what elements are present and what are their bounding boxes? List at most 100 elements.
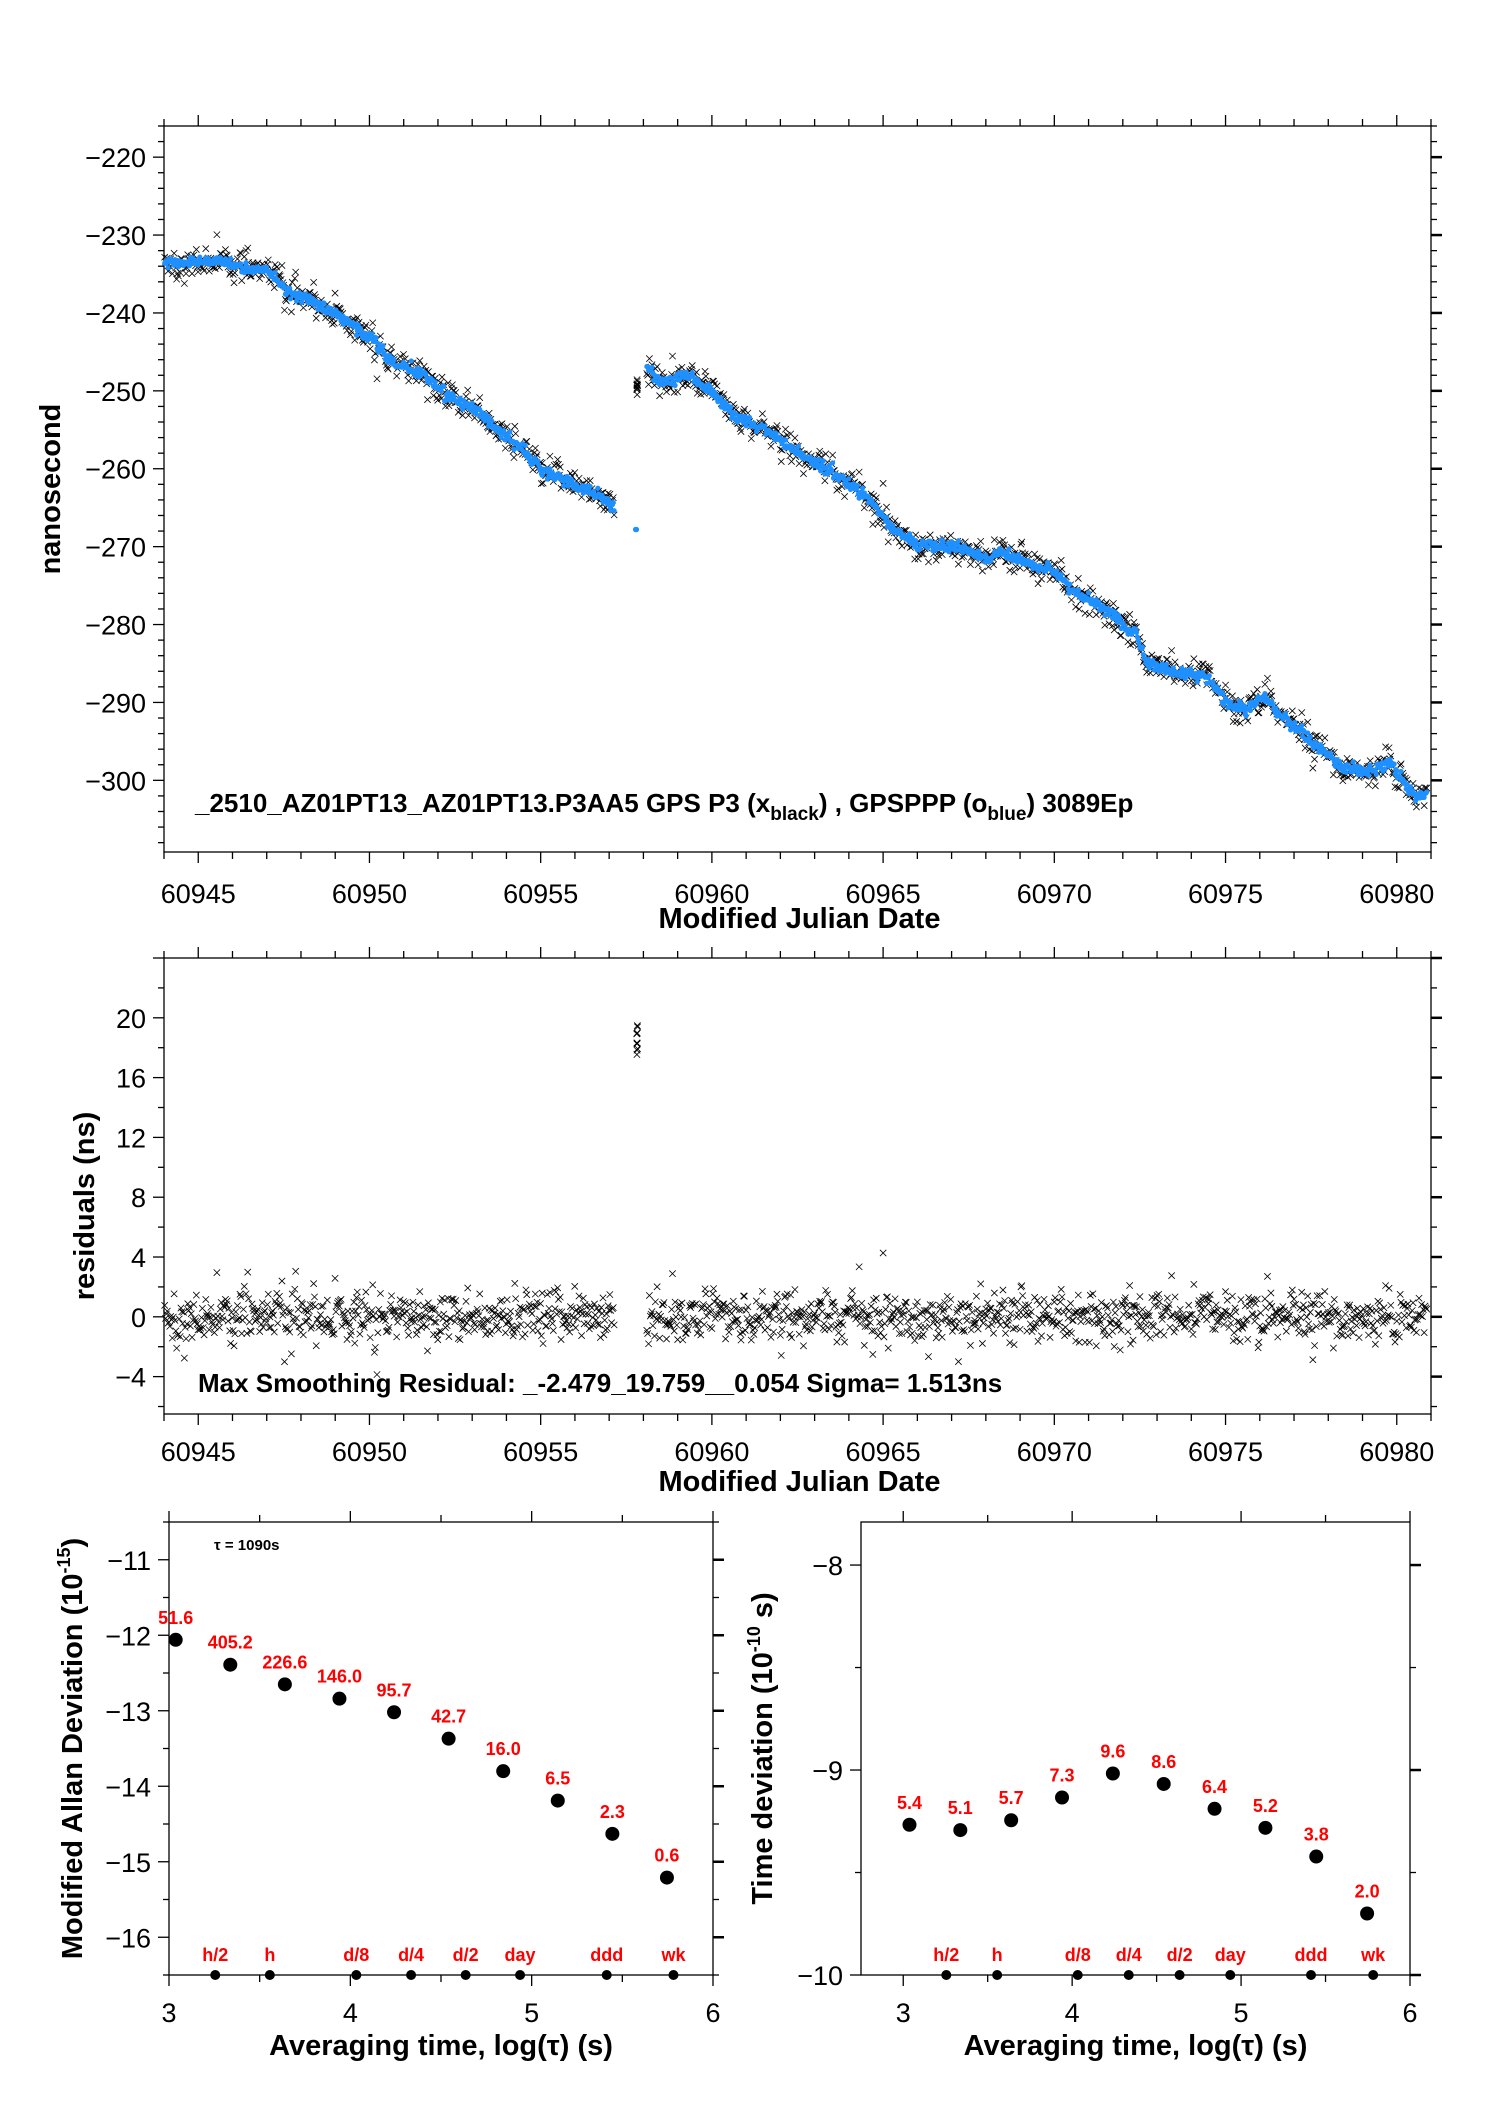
residual-point: [503, 1296, 511, 1304]
residual-point: [432, 1318, 440, 1326]
residual-point: [366, 1334, 374, 1342]
time-deviation-point-label: 5.4: [897, 1793, 922, 1813]
x-tick-label: 3: [161, 1998, 176, 2028]
black-x-point: [926, 531, 934, 539]
residual-point: [331, 1274, 339, 1282]
residual-point: [839, 1321, 847, 1329]
residual-point: [410, 1307, 418, 1315]
black-x-point: [1109, 599, 1117, 607]
black-x-point: [1420, 802, 1428, 810]
residual-point: [274, 1319, 282, 1327]
residual-point: [916, 1309, 924, 1317]
black-x-point: [353, 314, 361, 322]
black-x-point: [1170, 678, 1178, 686]
black-x-point: [1298, 709, 1306, 717]
residual-point: [351, 1339, 359, 1347]
residual-point: [693, 1329, 701, 1337]
residual-point: [1361, 1322, 1369, 1330]
residual-point: [346, 1322, 354, 1330]
residual-point: [1031, 1293, 1039, 1301]
residual-point: [1068, 1316, 1076, 1324]
residual-point: [587, 1322, 595, 1330]
residual-point: [860, 1341, 868, 1349]
allan-deviation-interval-markers: h/2 h d/8 d/4 d/2 day ddd wk: [202, 1945, 686, 1980]
blue-point: [782, 437, 789, 443]
blue-point: [1270, 701, 1276, 707]
blue-point: [1398, 768, 1404, 775]
time-deviation-x-axis-title: Averaging time, log(τ) (s): [964, 2030, 1308, 2062]
time-deviation-point-label: 5.1: [948, 1798, 973, 1818]
residual-point: [1290, 1295, 1298, 1303]
residual-point: [517, 1321, 525, 1329]
black-x-point: [585, 495, 593, 503]
residual-point: [1244, 1335, 1252, 1343]
residual-point: [528, 1310, 536, 1318]
residual-point: [665, 1318, 673, 1326]
blue-point: [859, 485, 866, 491]
residual-point: [670, 1327, 678, 1335]
allan-deviation-points: 51.6 405.2 226.6 146.0 95.7 42.7 16.0 6.5 2.3 0.6: [158, 1608, 679, 1885]
black-x-point: [1311, 755, 1319, 763]
allan-deviation-x-axis-title: Averaging time, log(τ) (s): [269, 2030, 613, 2062]
residual-point: [501, 1329, 509, 1337]
time-series-y-axis: −220 −230 −240 −250 −260 −270 −280 −290 −300: [85, 125, 1442, 844]
interval-marker-dot: [668, 1970, 679, 1980]
time-deviation-point: [1105, 1766, 1120, 1781]
residual-point: [1311, 1342, 1319, 1350]
black-x-point: [1036, 555, 1044, 563]
residual-point: [744, 1303, 752, 1311]
allan-deviation-point-label: 0.6: [654, 1846, 679, 1866]
residual-point: [880, 1333, 888, 1341]
blue-point: [1117, 615, 1123, 621]
interval-marker-label: d/4: [1116, 1945, 1142, 1965]
residual-point: [343, 1335, 351, 1343]
residual-point: [1091, 1319, 1099, 1327]
x-tick-label: 60980: [1359, 879, 1434, 909]
black-x-point: [895, 538, 903, 546]
residual-point: [1089, 1290, 1097, 1298]
residual-point: [734, 1315, 742, 1323]
black-x-point: [954, 560, 962, 568]
black-x-point: [244, 244, 252, 252]
residual-point: [1279, 1303, 1287, 1311]
black-x-point: [1391, 783, 1399, 791]
residual-point: [187, 1310, 195, 1318]
black-x-point: [1255, 709, 1263, 717]
y-axis-title: nanosecond: [35, 404, 67, 575]
black-x-point: [310, 278, 318, 286]
residual-point: [1170, 1328, 1178, 1336]
residual-point: [881, 1320, 889, 1328]
interval-marker-label: d/2: [1167, 1945, 1193, 1965]
residual-point: [1263, 1323, 1271, 1331]
residual-point: [1274, 1333, 1282, 1341]
black-x-point: [351, 336, 359, 344]
residual-point: [375, 1305, 383, 1313]
residual-point: [477, 1323, 485, 1331]
black-x-point: [1396, 761, 1404, 769]
residual-point: [1218, 1314, 1226, 1322]
residual-point: [439, 1315, 447, 1323]
black-x-point: [740, 408, 748, 416]
residual-point: [737, 1336, 745, 1344]
y-tick-label: 4: [131, 1243, 146, 1273]
black-x-point: [1397, 760, 1405, 768]
black-x-point: [816, 447, 824, 455]
residual-point: [549, 1319, 556, 1327]
residual-point: [716, 1304, 724, 1312]
residual-point: [534, 1327, 542, 1335]
residual-point: [257, 1320, 265, 1328]
blue-point: [539, 472, 545, 478]
residual-point: [1104, 1311, 1112, 1319]
blue-point: [496, 425, 503, 432]
residual-point: [802, 1320, 810, 1328]
residual-point: [584, 1310, 592, 1318]
residual-point: [409, 1298, 417, 1306]
residual-point: [895, 1330, 903, 1338]
black-x-point: [978, 567, 986, 575]
residual-point: [1337, 1331, 1345, 1339]
black-x-point: [512, 430, 520, 438]
blue-point: [522, 442, 528, 448]
black-x-point: [1304, 718, 1312, 726]
residual-point: [482, 1330, 490, 1338]
residual-point: [1019, 1292, 1027, 1300]
